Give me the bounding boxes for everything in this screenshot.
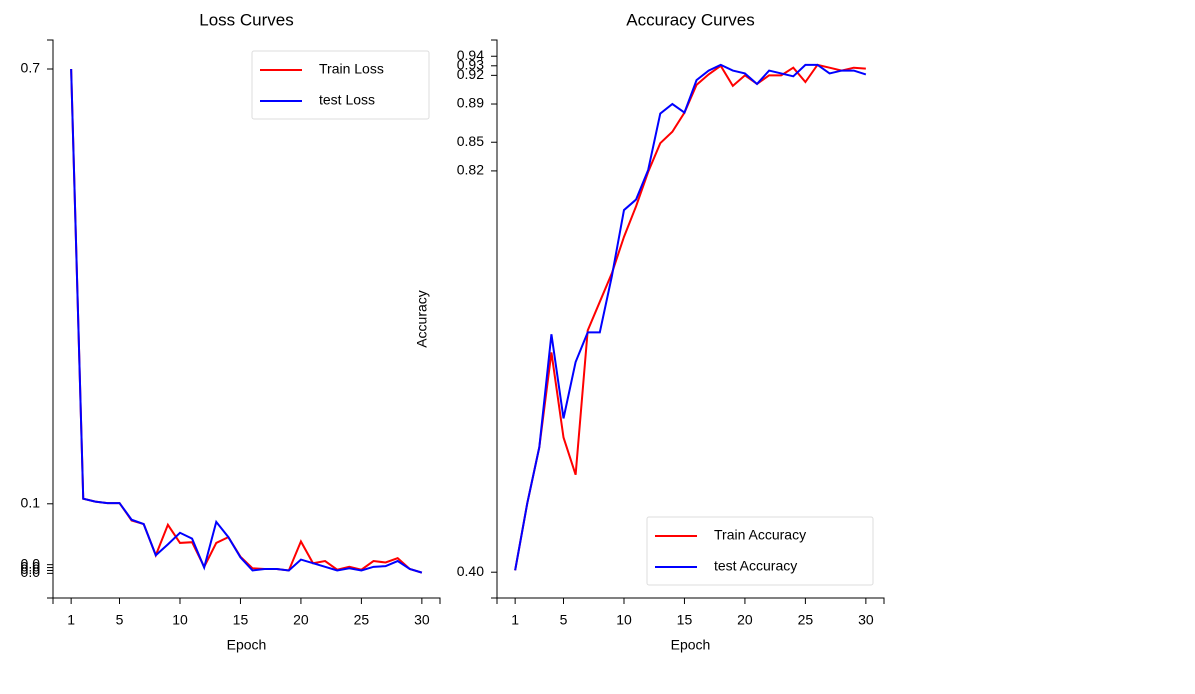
- x-tick-label: 5: [560, 612, 568, 628]
- y-tick-label: 0.85: [457, 133, 484, 149]
- y-tick-label: 0.0: [21, 555, 41, 571]
- x-axis-label: Epoch: [671, 637, 711, 653]
- y-tick-label: 0.94: [457, 47, 484, 63]
- y-tick-label: 0.89: [457, 95, 484, 111]
- y-axis-line: [491, 39, 498, 599]
- x-tick-label: 25: [354, 612, 370, 628]
- y-tick-label: 0.0: [21, 558, 41, 574]
- x-tick-label: 5: [116, 612, 124, 628]
- series-line: [514, 63, 867, 571]
- y-tick-label: 0.0: [21, 561, 41, 577]
- x-tick-label: 10: [172, 612, 188, 628]
- y-tick-label: 0.0: [21, 564, 41, 580]
- x-tick-label: 15: [677, 612, 693, 628]
- legend-box: [646, 516, 874, 586]
- x-tick-label: 30: [414, 612, 430, 628]
- x-axis-line: [52, 597, 441, 604]
- x-axis-line: [496, 597, 885, 604]
- legend-label: Train Accuracy: [714, 527, 806, 543]
- legend: Train Loss test Loss: [251, 50, 430, 120]
- y-tick-label: 0.93: [457, 57, 484, 73]
- legend: Train Accuracy test Accuracy: [646, 516, 874, 586]
- y-axis-line: [47, 39, 54, 599]
- y-tick-label: 0.92: [457, 66, 484, 82]
- series-line: [70, 68, 423, 574]
- legend-label: Train Loss: [319, 61, 384, 77]
- y-tick-label: 0.7: [21, 60, 41, 76]
- x-tick-label: 25: [798, 612, 814, 628]
- x-tick-label: 10: [616, 612, 632, 628]
- legend-label: test Accuracy: [714, 558, 797, 574]
- chart-title: Loss Curves: [199, 10, 293, 29]
- y-tick-label: 0.40: [457, 563, 484, 579]
- series-line: [514, 63, 866, 571]
- chart-title: Accuracy Curves: [626, 10, 754, 29]
- x-tick-label: 1: [67, 612, 75, 628]
- x-tick-label: 15: [233, 612, 249, 628]
- x-tick-label: 30: [858, 612, 874, 628]
- x-axis-label: Epoch: [227, 637, 267, 653]
- y-tick-label: 0.82: [457, 162, 484, 178]
- x-tick-label: 1: [511, 612, 519, 628]
- series-line: [70, 68, 423, 574]
- x-tick-label: 20: [737, 612, 753, 628]
- y-tick-label: 0.1: [21, 494, 41, 510]
- x-tick-label: 20: [293, 612, 309, 628]
- legend-label: test Loss: [319, 92, 375, 108]
- y-axis-label: Accuracy: [414, 290, 430, 348]
